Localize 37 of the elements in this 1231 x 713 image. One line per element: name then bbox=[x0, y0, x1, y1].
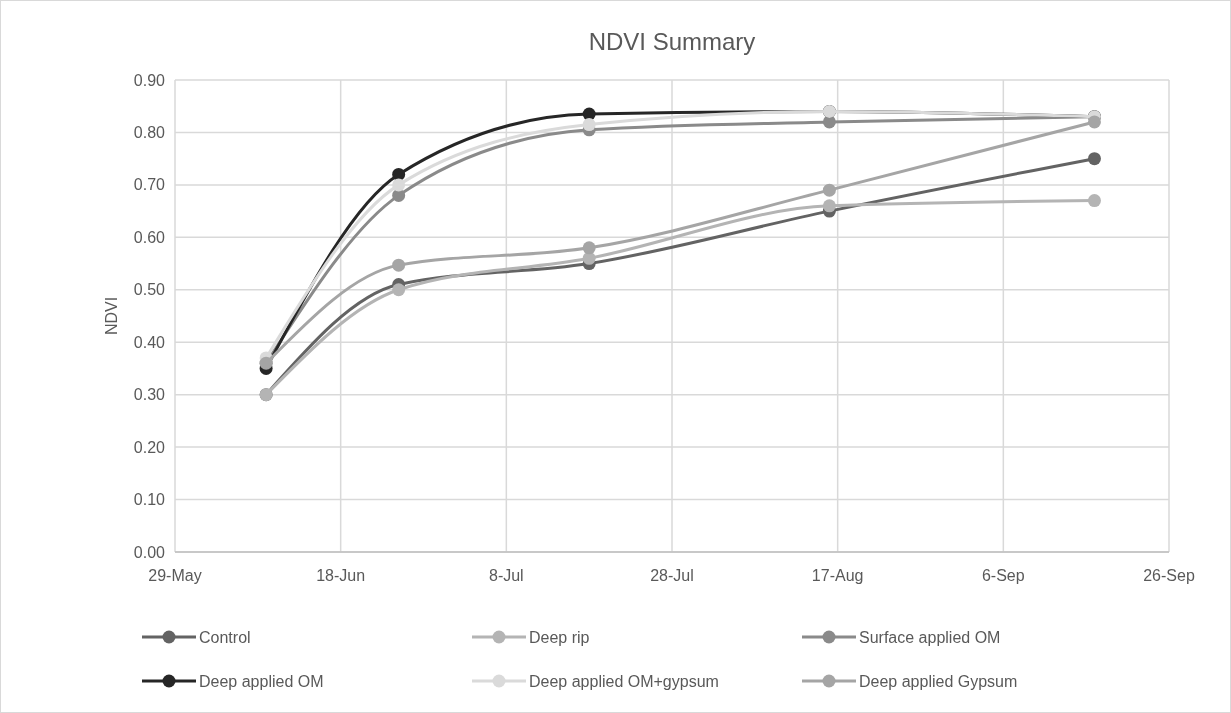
point bbox=[582, 118, 596, 132]
legend-label: Deep rip bbox=[529, 628, 590, 646]
y-tick-label: 0.70 bbox=[133, 176, 166, 194]
y-tick-label: 0.10 bbox=[133, 491, 166, 509]
x-tick-label: 29-May bbox=[148, 567, 202, 584]
legend-label: Surface applied OM bbox=[859, 628, 1001, 646]
point bbox=[392, 178, 406, 192]
point bbox=[392, 167, 406, 181]
y-tick-label: 0.00 bbox=[133, 543, 166, 561]
y-tick-label: 0.30 bbox=[133, 386, 166, 404]
x-tick-label: 18-Jun bbox=[316, 567, 366, 584]
legend-label: Deep applied OM+gypsum bbox=[529, 672, 719, 690]
point bbox=[1087, 115, 1101, 129]
y-tick-label: 0.80 bbox=[133, 124, 166, 142]
y-tick-label: 0.40 bbox=[133, 333, 166, 351]
x-tick-label: 26-Sep bbox=[1143, 567, 1195, 584]
legend-label: Deep applied OM bbox=[199, 672, 324, 690]
legend-label: Control bbox=[199, 628, 251, 646]
x-tick-label: 17-Aug bbox=[811, 567, 864, 584]
y-axis-title: NDVI bbox=[103, 296, 120, 336]
point bbox=[582, 241, 596, 255]
x-tick-label: 28-Jul bbox=[650, 567, 694, 584]
y-tick-label: 0.60 bbox=[133, 228, 166, 246]
point bbox=[1087, 152, 1101, 166]
y-tick-label: 0.50 bbox=[133, 281, 166, 299]
point bbox=[822, 183, 836, 197]
point bbox=[822, 199, 836, 213]
y-tick-label: 0.90 bbox=[133, 71, 166, 89]
chart-title: NDVI Summary bbox=[588, 28, 756, 55]
point bbox=[392, 188, 406, 202]
x-tick-label: 8-Jul bbox=[488, 567, 524, 584]
x-tick-label: 6-Sep bbox=[981, 567, 1025, 584]
point bbox=[1087, 194, 1101, 208]
legend-label: Deep applied Gypsum bbox=[859, 672, 1018, 690]
point bbox=[392, 258, 406, 272]
point bbox=[392, 283, 406, 297]
y-tick-label: 0.20 bbox=[133, 438, 166, 456]
